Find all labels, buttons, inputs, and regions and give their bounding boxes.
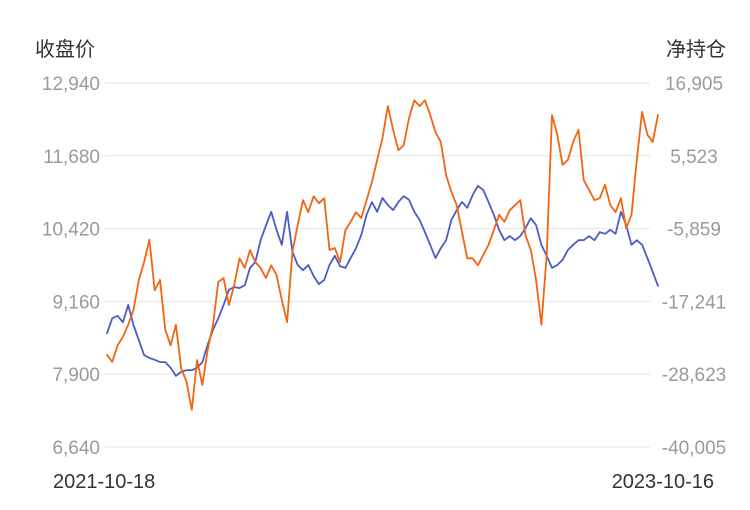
right-axis-tick-label: 16,905 xyxy=(665,74,723,95)
left-axis-tick-label: 10,420 xyxy=(42,220,100,241)
right-axis-series-line xyxy=(106,99,659,411)
right-axis-title: 净持仓 xyxy=(666,38,726,61)
right-axis-tick-label: -40,005 xyxy=(662,438,726,459)
left-axis: 12,940 11,680 10,420 9,160 7,900 6,640 xyxy=(42,74,100,459)
right-axis-tick-label: -5,859 xyxy=(667,220,721,241)
left-axis-tick-label: 9,160 xyxy=(52,292,100,313)
x-axis: 2021-10-18 2023-10-16 xyxy=(53,471,714,493)
left-axis-tick-label: 7,900 xyxy=(52,365,100,386)
x-axis-tick-label: 2021-10-18 xyxy=(53,471,155,493)
left-axis-series-line xyxy=(106,184,659,377)
right-axis-tick-label: 5,523 xyxy=(670,147,718,168)
x-axis-tick-label: 2023-10-16 xyxy=(612,471,714,493)
gridlines xyxy=(105,82,650,448)
left-axis-tick-label: 6,640 xyxy=(52,438,100,459)
left-axis-title: 收盘价 xyxy=(35,38,95,61)
series-layer xyxy=(106,99,659,411)
right-axis: 16,905 5,523 -5,859 -17,241 -28,623 -40,… xyxy=(662,74,726,459)
left-axis-tick-label: 11,680 xyxy=(43,147,100,168)
right-axis-tick-label: -28,623 xyxy=(662,365,726,386)
right-axis-tick-label: -17,241 xyxy=(662,292,726,313)
left-axis-tick-label: 12,940 xyxy=(42,74,100,95)
